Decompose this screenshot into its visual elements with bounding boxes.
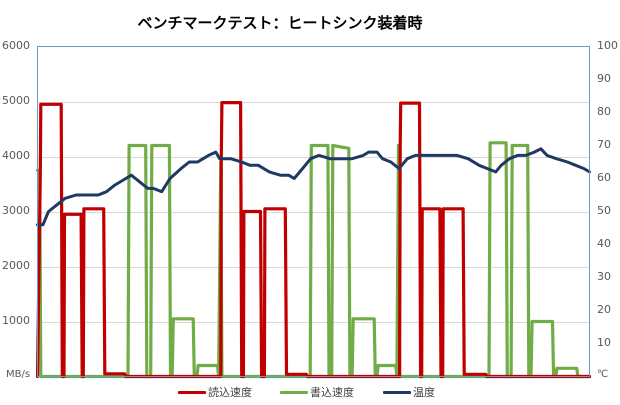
legend-item-write[interactable]: 書込速度 <box>280 384 354 400</box>
legend-item-temp[interactable]: 温度 <box>383 384 435 400</box>
y2-tick-label: 90 <box>597 71 611 85</box>
y-tick-label: MB/s <box>6 368 31 380</box>
plot-border <box>37 46 590 377</box>
legend-swatch-read <box>178 390 206 394</box>
y2-tick-label: 70 <box>597 137 611 151</box>
y2-tick-label: 40 <box>597 236 611 250</box>
series-line-write <box>35 141 592 379</box>
y-tick-label: 5000 <box>2 93 30 107</box>
series-line-temperature <box>36 147 591 227</box>
y2-tick-label: ℃ <box>597 368 609 380</box>
y2-tick-label: 10 <box>597 335 611 349</box>
y2-tick-label: 100 <box>597 38 618 52</box>
y2-tick-label: 60 <box>597 170 611 184</box>
legend-label-temp: 温度 <box>413 386 435 399</box>
legend-item-read[interactable]: 読込速度 <box>178 384 252 400</box>
y2-tick-label: 50 <box>597 203 611 217</box>
chart-title: ベンチマークテスト：ヒートシンク装着時 <box>137 14 423 32</box>
y-tick-label: 4000 <box>2 148 30 162</box>
y-tick-label: 3000 <box>2 203 30 217</box>
legend-label-read: 読込速度 <box>208 386 252 399</box>
y-tick-label: 1000 <box>2 313 30 327</box>
legend-swatch-temp <box>383 390 411 394</box>
legend: 読込速度 書込速度 温度 <box>0 384 620 402</box>
series-layer <box>35 101 592 379</box>
y-tick-label: 6000 <box>2 38 30 52</box>
y2-tick-label: 80 <box>597 104 611 118</box>
y2-tick-label: 20 <box>597 302 611 316</box>
legend-swatch-write <box>280 390 308 394</box>
y2-tick-label: 30 <box>597 269 611 283</box>
series-line-read <box>35 101 592 379</box>
y-tick-label: 2000 <box>2 258 30 272</box>
legend-label-write: 書込速度 <box>310 386 354 399</box>
